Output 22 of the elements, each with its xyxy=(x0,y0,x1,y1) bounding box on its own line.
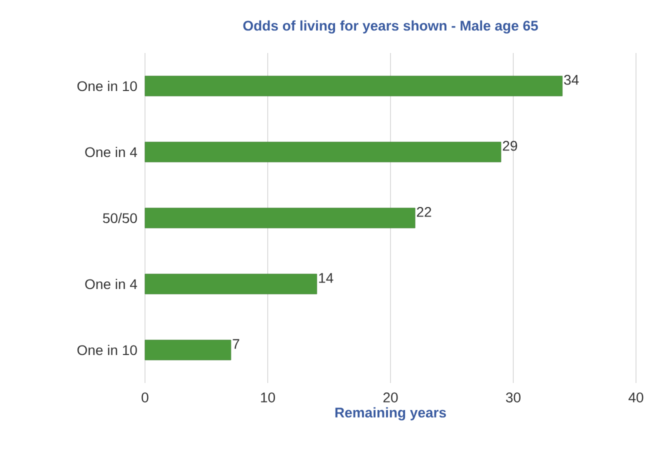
x-tick-label: 10 xyxy=(261,392,275,402)
x-axis-title: Remaining years xyxy=(335,407,446,420)
data-label: 22 xyxy=(416,207,432,217)
data-label: 7 xyxy=(232,339,240,349)
chart-title: Odds of living for years shown - Male age 65 xyxy=(243,20,538,34)
y-tick-label: One in 4 xyxy=(85,146,138,158)
bar xyxy=(144,142,502,162)
bar xyxy=(144,208,416,228)
bar xyxy=(144,76,563,96)
x-tick-label: 30 xyxy=(506,392,520,402)
y-tick-label: One in 10 xyxy=(77,344,137,356)
x-tick-label: 0 xyxy=(142,392,148,402)
data-label: 14 xyxy=(319,273,334,283)
x-tick-label: 20 xyxy=(383,392,398,402)
y-tick-label: 50/50 xyxy=(103,212,137,224)
data-label: 34 xyxy=(564,74,579,85)
y-tick-label: One in 4 xyxy=(85,278,138,290)
x-tick-label: 40 xyxy=(628,392,644,402)
bar xyxy=(144,340,232,360)
data-label: 29 xyxy=(502,140,518,151)
y-tick-label: One in 10 xyxy=(77,80,137,92)
bar xyxy=(144,274,318,294)
